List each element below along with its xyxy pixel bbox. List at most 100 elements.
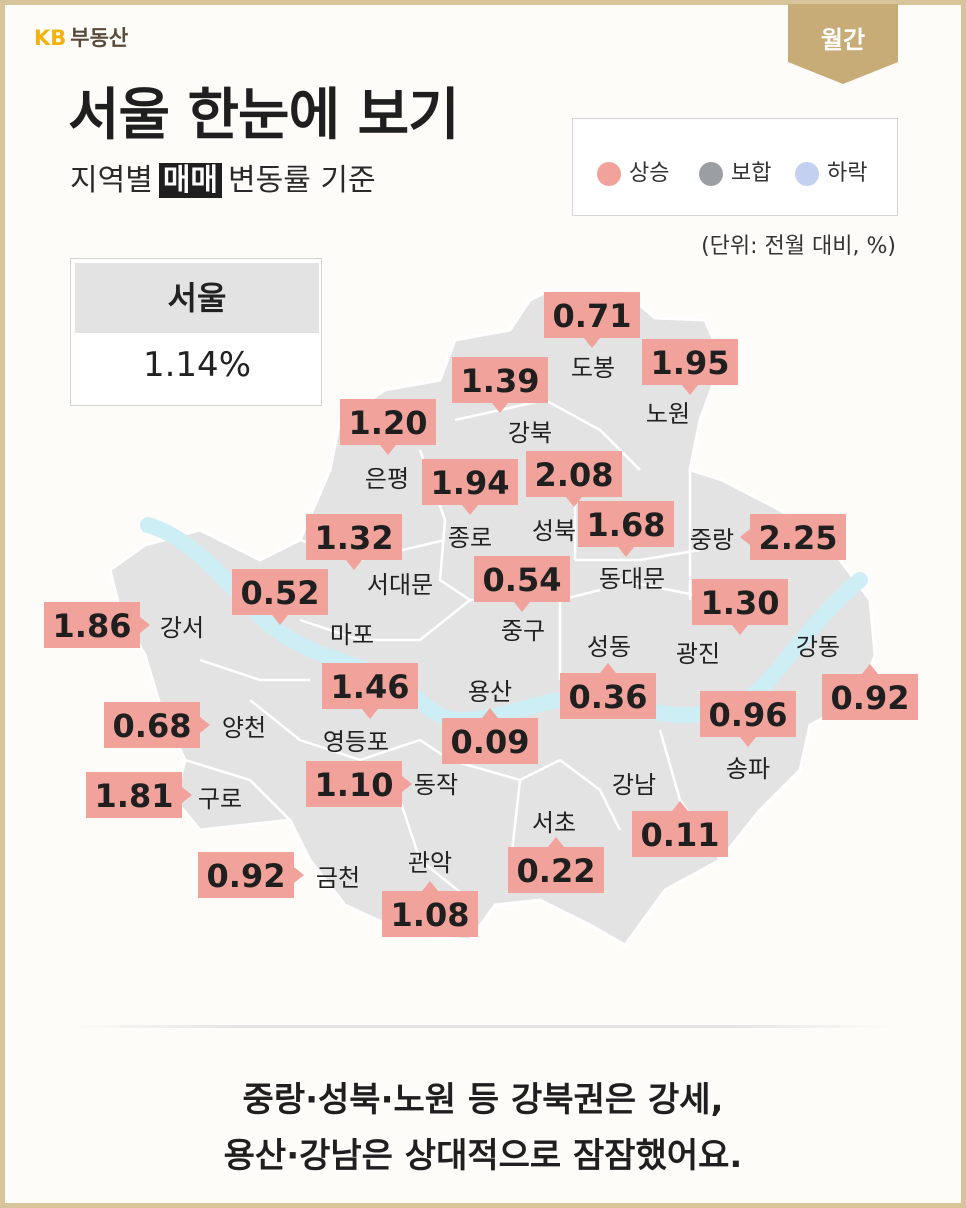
legend-item-flat: 보합 [699, 155, 771, 187]
district-value: 0.92 [831, 679, 910, 717]
district-name: 강동 [796, 633, 840, 661]
district-name: 송파 [726, 755, 770, 783]
district-value: 1.94 [431, 464, 510, 502]
district-value: 0.54 [483, 561, 562, 599]
district-value: 1.86 [53, 607, 132, 645]
district-name: 강북 [508, 419, 552, 447]
period-tag-label: 월간 [820, 26, 866, 54]
district-value: 1.95 [651, 344, 730, 382]
district-value-badge [44, 602, 150, 648]
seoul-label: 서울 [75, 263, 319, 333]
district-value: 1.08 [391, 896, 470, 934]
district-value-badge [442, 708, 538, 764]
district-3: 1.20 은평 [340, 399, 436, 493]
district-value-badge [340, 399, 436, 455]
district-value-badge [508, 837, 604, 893]
district-value-badge [232, 569, 328, 625]
district-value-badge [700, 691, 796, 747]
district-4: 1.94 종로 [422, 459, 518, 552]
district-name: 강서 [160, 614, 204, 642]
district-value-badge [452, 357, 548, 413]
district-name: 동대문 [599, 565, 665, 593]
district-value: 0.36 [569, 678, 648, 716]
district-name: 중랑 [690, 526, 734, 554]
district-name: 서대문 [367, 571, 433, 599]
district-name: 동작 [414, 771, 458, 799]
district-value: 2.25 [759, 519, 838, 557]
page-subtitle: 지역별 매매 변동률 기준 [70, 163, 376, 198]
district-value-badge [322, 663, 418, 719]
district-value: 0.22 [517, 852, 596, 890]
district-value: 1.68 [587, 506, 666, 544]
district-name: 강남 [612, 771, 656, 799]
district-22: 0.22 서초 [508, 809, 604, 893]
district-value: 0.11 [641, 816, 720, 854]
district-value: 2.08 [535, 456, 614, 494]
district-0: 0.71 도봉 [544, 292, 640, 382]
district-name: 금천 [316, 864, 360, 892]
district-value: 0.96 [709, 696, 788, 734]
district-16: 1.46 영등포 [322, 663, 418, 756]
district-11: 1.86 강서 [44, 602, 204, 648]
district-value: 1.30 [701, 584, 780, 622]
district-name: 양천 [222, 714, 266, 742]
district-15: 0.09 용산 [442, 678, 538, 764]
district-name: 노원 [646, 400, 690, 428]
district-name: 중구 [501, 617, 545, 645]
seoul-value: 1.14% [142, 345, 251, 385]
district-14: 0.36 성동 [560, 633, 656, 719]
district-2: 1.39 강북 [452, 357, 552, 447]
district-value-badge [306, 761, 412, 807]
district-name: 성동 [587, 633, 631, 661]
district-value: 1.39 [461, 362, 540, 400]
district-value-badge [578, 501, 674, 557]
district-name: 영등포 [323, 728, 389, 756]
district-value-badge [642, 339, 738, 395]
district-name: 서초 [532, 809, 576, 837]
district-value: 1.46 [331, 668, 410, 706]
unit-note: (단위: 전월 대비, %) [701, 234, 896, 259]
district-10: 0.52 마포 [232, 569, 374, 649]
district-21: 0.11 강남 [612, 771, 728, 857]
summary-line-1: 중랑·성북·노원 등 강북권은 강세, [242, 1080, 724, 1120]
district-18: 0.96 송파 [700, 691, 796, 783]
summary-line-2: 용산·강남은 상대적으로 잠잠했어요. [223, 1136, 743, 1176]
district-value-badge [632, 801, 728, 857]
district-value-badge [86, 772, 192, 818]
district-name: 종로 [448, 524, 492, 552]
seoul-summary: 서울 1.14% [70, 258, 322, 406]
district-value: 1.81 [95, 777, 174, 815]
district-value-badge [474, 556, 570, 612]
district-12: 1.30 광진 [676, 579, 788, 668]
district-17: 0.68 양천 [104, 702, 266, 748]
district-value: 0.71 [553, 297, 632, 335]
district-13: 0.92 강동 [796, 633, 918, 720]
district-value: 0.52 [241, 574, 320, 612]
district-5: 2.08 성북 [526, 451, 622, 545]
district-value-badge [822, 664, 918, 720]
district-value-badge [382, 881, 478, 937]
district-value: 1.10 [315, 766, 394, 804]
rise-dot-icon [597, 162, 621, 186]
district-name: 도봉 [571, 354, 615, 382]
district-value-badge [306, 514, 402, 570]
district-value-badge [692, 579, 788, 635]
flat-dot-icon [699, 162, 723, 186]
district-value-badge [422, 459, 518, 515]
fall-dot-icon [795, 162, 819, 186]
district-name: 관악 [408, 849, 452, 877]
district-value-badge [560, 663, 656, 719]
district-name: 마포 [330, 621, 374, 649]
period-tag: 월간 [788, 4, 898, 86]
district-1: 1.95 노원 [642, 339, 738, 428]
divider [70, 1025, 896, 1028]
district-value: 0.09 [451, 723, 530, 761]
district-23: 0.92 금천 [198, 852, 360, 898]
district-value: 0.68 [113, 707, 192, 745]
district-19: 1.81 구로 [86, 772, 242, 818]
district-value-badge [526, 451, 622, 507]
page-title: 서울 한눈에 보기 [68, 83, 460, 148]
district-7: 2.25 중랑 [690, 514, 846, 560]
district-20: 1.10 동작 [306, 761, 458, 807]
